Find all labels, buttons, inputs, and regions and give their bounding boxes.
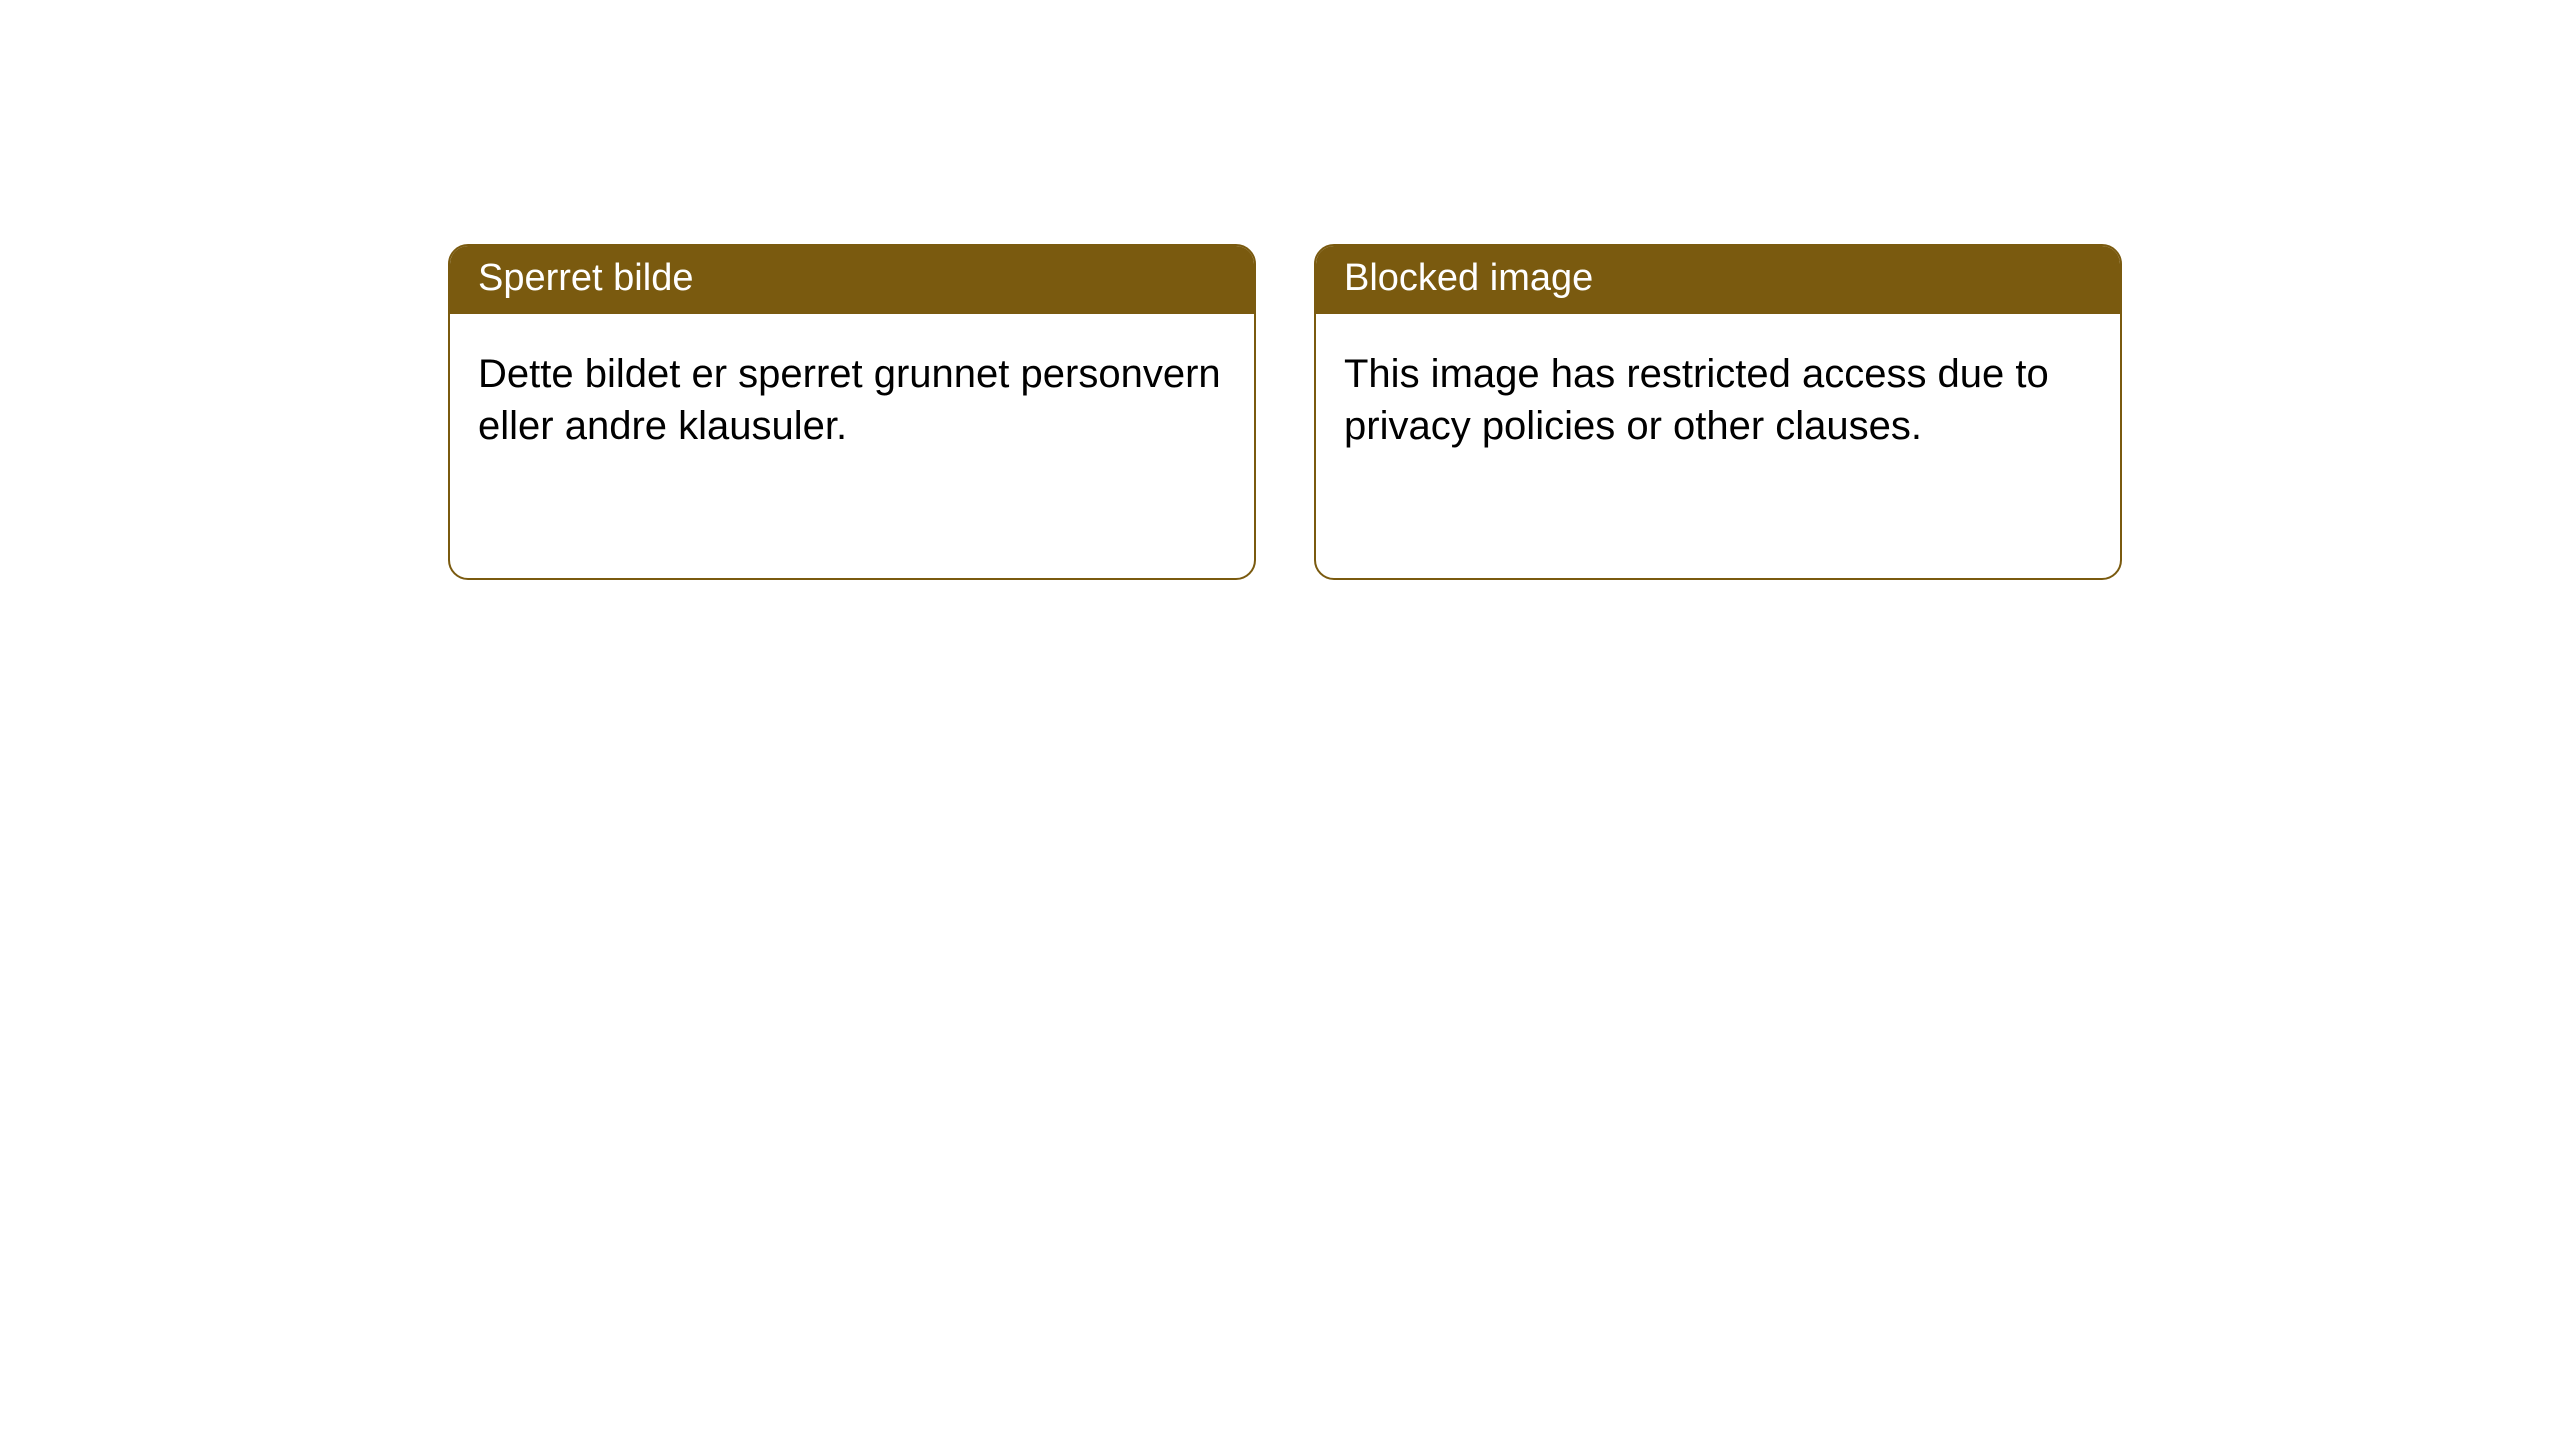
card-header: Sperret bilde [450, 246, 1254, 314]
card-body: This image has restricted access due to … [1316, 314, 2120, 486]
notice-card-norwegian: Sperret bilde Dette bildet er sperret gr… [448, 244, 1256, 580]
notice-cards-container: Sperret bilde Dette bildet er sperret gr… [0, 0, 2560, 580]
card-title: Blocked image [1344, 257, 1593, 299]
card-body: Dette bildet er sperret grunnet personve… [450, 314, 1254, 486]
card-body-text: Dette bildet er sperret grunnet personve… [478, 352, 1221, 448]
card-body-text: This image has restricted access due to … [1344, 352, 2049, 448]
notice-card-english: Blocked image This image has restricted … [1314, 244, 2122, 580]
card-header: Blocked image [1316, 246, 2120, 314]
card-title: Sperret bilde [478, 257, 693, 299]
